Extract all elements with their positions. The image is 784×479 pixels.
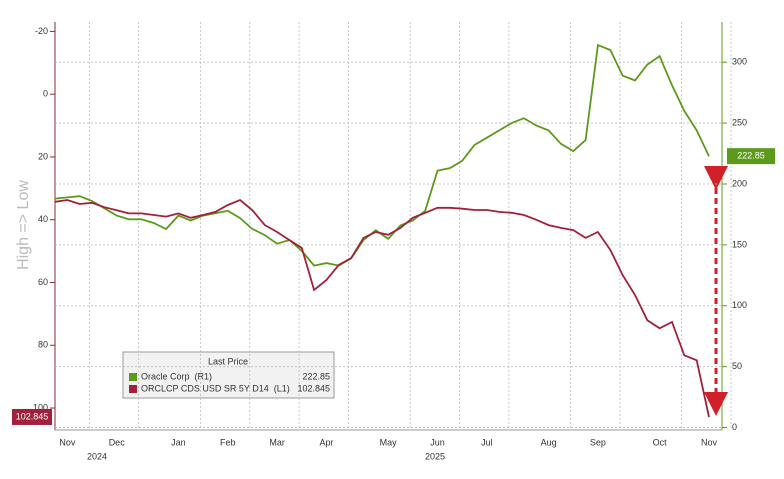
x-tick-label: Nov	[59, 437, 76, 447]
y2-tick-label: 200	[732, 178, 747, 188]
year-label: 2024	[87, 451, 107, 461]
legend-label: Oracle Corp (R1)	[141, 371, 212, 381]
legend-label: ORCLCP CDS USD SR 5Y D14 (L1)	[141, 383, 290, 393]
x-tick-label: Sep	[590, 437, 606, 447]
x-tick-label: Jul	[481, 437, 493, 447]
last-value-box	[727, 148, 775, 165]
legend-title: Last Price	[208, 356, 248, 366]
series-line	[54, 43, 710, 267]
x-tick-label: Jun	[430, 437, 445, 447]
year-label: 2025	[425, 451, 445, 461]
last-value-label: 102.845	[16, 411, 49, 421]
y2-tick-label: 250	[732, 117, 747, 127]
y2-tick-label: 100	[732, 300, 747, 310]
y2-tick-label: 50	[732, 361, 742, 371]
y-tick-label: 0	[43, 89, 48, 99]
legend-swatch	[129, 373, 137, 381]
y-tick-label: -20	[35, 26, 48, 36]
legend-swatch	[129, 385, 137, 393]
y2-tick-label: 300	[732, 57, 747, 67]
y-axis-label: High => Low	[15, 180, 32, 270]
y-tick-label: 100	[33, 402, 48, 412]
x-tick-label: May	[380, 437, 398, 447]
y-tick-label: 40	[38, 214, 48, 224]
y-tick-label: 20	[38, 151, 48, 161]
y2-tick-label: 150	[732, 239, 747, 249]
x-tick-label: Mar	[269, 437, 285, 447]
y2-tick-label: 0	[732, 422, 737, 432]
series-line	[54, 198, 710, 418]
y-tick-label: 60	[38, 277, 48, 287]
y-tick-label: 80	[38, 340, 48, 350]
x-tick-label: Feb	[220, 437, 236, 447]
last-value-label: 222.85	[737, 151, 765, 161]
x-tick-label: Jan	[171, 437, 186, 447]
x-tick-label: Dec	[109, 437, 126, 447]
last-value-box	[12, 408, 52, 425]
legend-value: 102.845	[297, 383, 330, 393]
x-tick-label: Aug	[541, 437, 557, 447]
legend-value: 222.85	[302, 371, 330, 381]
x-tick-label: Nov	[701, 437, 718, 447]
x-tick-label: Apr	[319, 437, 333, 447]
x-tick-label: Oct	[653, 437, 668, 447]
